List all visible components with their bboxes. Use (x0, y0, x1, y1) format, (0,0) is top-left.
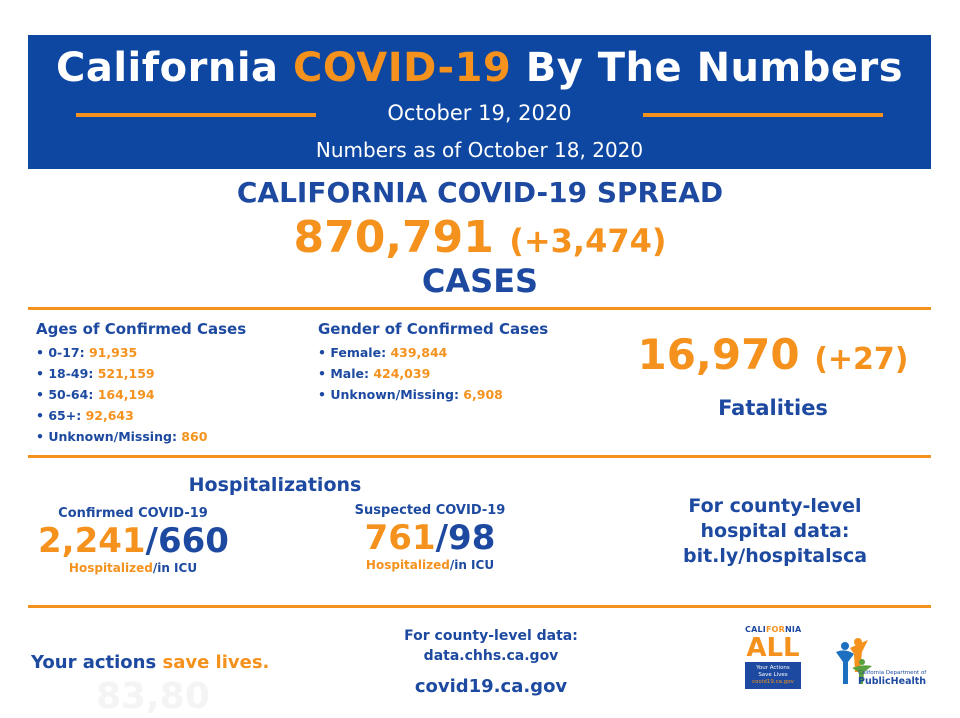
confirmed-numbers: 2,241/660 (38, 521, 229, 561)
slash: / (145, 521, 158, 561)
title-part-by-the-numbers: By The Numbers (525, 45, 903, 91)
logo-part: NIA (784, 625, 802, 634)
cdph-big-text: PublicHealth (858, 676, 927, 687)
county-hospital-info: For county-level hospital data: bit.ly/h… (640, 494, 910, 569)
gender-list: • Female: 439,844 • Male: 424,039 • Unkn… (318, 342, 618, 405)
suspected-subtitle: Suspected COVID-19 (354, 503, 506, 518)
age-label: • 18-49: (36, 366, 94, 381)
ages-heading: Ages of Confirmed Cases (36, 320, 247, 338)
gender-heading: Gender of Confirmed Cases (318, 320, 549, 338)
logo-all: ALL (746, 633, 800, 663)
cdph-people-icon (836, 638, 872, 684)
caption-icu: /in ICU (152, 561, 198, 575)
slash: / (435, 518, 449, 558)
hospital-link[interactable]: bit.ly/hospitalsca (682, 545, 868, 567)
gender-label: • Female: (318, 345, 387, 360)
cases-delta: (+3,474) (509, 222, 667, 260)
section-divider (28, 605, 931, 608)
list-item: • 18-49: 521,159 (36, 363, 306, 384)
age-label: • 0-17: (36, 345, 85, 360)
fatalities-delta: (+27) (814, 342, 909, 377)
age-value: 92,643 (85, 408, 134, 423)
caption-hospitalized: Hospitalized (68, 561, 153, 575)
age-value: 164,194 (97, 387, 155, 402)
age-label: • 65+: (36, 408, 82, 423)
age-label: • Unknown/Missing: (36, 429, 177, 444)
banner-divider-left (76, 113, 316, 117)
age-label: • 50-64: (36, 387, 94, 402)
list-item: • Unknown/Missing: 6,908 (318, 384, 618, 405)
header-banner: California COVID-19 By The Numbers Octob… (28, 35, 931, 169)
logo-box-line: Your Actions (756, 665, 790, 671)
total-cases: 870,791 (+3,474) (0, 212, 960, 263)
list-item: • Male: 424,039 (318, 363, 618, 384)
numbers-as-of: Numbers as of October 18, 2020 (315, 138, 644, 162)
fatalities-label: Fatalities (718, 396, 828, 420)
banner-divider-right (643, 113, 883, 117)
gender-value: 424,039 (373, 366, 431, 381)
caption-icu: /in ICU (449, 558, 495, 572)
caption-hospitalized: Hospitalized (365, 558, 450, 572)
tagline-accent: save lives. (162, 652, 270, 673)
gender-label: • Unknown/Missing: (318, 387, 459, 402)
logo-wordmark: CALIFORNIA (745, 625, 801, 634)
fatalities-count: 16,970 (+27) (620, 330, 926, 379)
county-hospital-line: hospital data: (700, 520, 850, 542)
ages-section: Ages of Confirmed Cases • 0-17: 91,935 •… (36, 320, 306, 447)
logo-box-line: Save Lives (758, 672, 788, 678)
gender-label: • Male: (318, 366, 369, 381)
list-item: • 65+: 92,643 (36, 405, 306, 426)
list-item: • Unknown/Missing: 860 (36, 426, 306, 447)
page-title: California COVID-19 By The Numbers (28, 45, 931, 91)
list-item: • 0-17: 91,935 (36, 342, 306, 363)
list-item: • Female: 439,844 (318, 342, 618, 363)
section-divider (28, 455, 931, 458)
logo-box-line: covid19.ca.gov (752, 679, 794, 685)
logo-part: CALI (745, 625, 766, 634)
covid-site-link[interactable]: covid19.ca.gov (414, 676, 568, 697)
fatalities-number: 16,970 (637, 330, 800, 379)
section-divider (28, 307, 931, 310)
age-value: 521,159 (97, 366, 155, 381)
report-date: October 19, 2020 (387, 101, 572, 125)
suspected-numbers: 761/98 (330, 518, 530, 558)
confirmed-icu: 660 (157, 521, 229, 561)
age-value: 91,935 (88, 345, 138, 360)
spread-title: CALIFORNIA COVID-19 SPREAD (236, 176, 724, 209)
cdph-wordmark: California Department of PublicHealth (858, 670, 934, 687)
ages-list: • 0-17: 91,935 • 18-49: 521,159 • 50-64:… (36, 342, 306, 447)
county-hospital-line: For county-level (688, 495, 862, 517)
age-value: 860 (181, 429, 208, 444)
suspected-hospitalizations: Suspected COVID-19 761/98 Hospitalized/i… (330, 503, 530, 572)
cdph-small-text: California Department of (858, 670, 927, 676)
confirmed-hospitalized: 2,241 (38, 521, 146, 561)
gender-section: Gender of Confirmed Cases • Female: 439,… (318, 320, 618, 405)
gender-value: 439,844 (390, 345, 448, 360)
county-data-link[interactable]: data.chhs.ca.gov (423, 648, 559, 664)
cases-label: CASES (421, 262, 539, 300)
california-for-all-logo: CALIFORNIA ALL Your Actions Save Lives c… (745, 625, 801, 699)
county-data-label: For county-level data: (404, 628, 578, 644)
logo-box: Your Actions Save Lives covid19.ca.gov (745, 662, 801, 689)
confirmed-subtitle: Confirmed COVID-19 (58, 506, 208, 521)
title-part-covid: COVID-19 (292, 45, 512, 91)
tagline-part: Your actions (31, 652, 157, 673)
logo-part: FOR (765, 625, 785, 634)
hospitalizations-title: Hospitalizations (188, 474, 362, 496)
gender-value: 6,908 (463, 387, 503, 402)
faded-background-number: 83,80 (96, 676, 210, 717)
county-data-info: For county-level data: data.chhs.ca.gov (388, 626, 594, 666)
tagline: Your actions save lives. (31, 652, 269, 673)
cdph-logo: California Department of PublicHealth (834, 632, 934, 692)
suspected-icu: 98 (448, 518, 496, 558)
suspected-caption: Hospitalized/in ICU (330, 558, 530, 572)
title-part-california: California (55, 45, 279, 91)
confirmed-caption: Hospitalized/in ICU (38, 561, 228, 575)
confirmed-hospitalizations: Confirmed COVID-19 2,241/660 Hospitalize… (38, 506, 229, 575)
suspected-hospitalized: 761 (364, 518, 436, 558)
list-item: • 50-64: 164,194 (36, 384, 306, 405)
cases-count: 870,791 (293, 212, 494, 263)
